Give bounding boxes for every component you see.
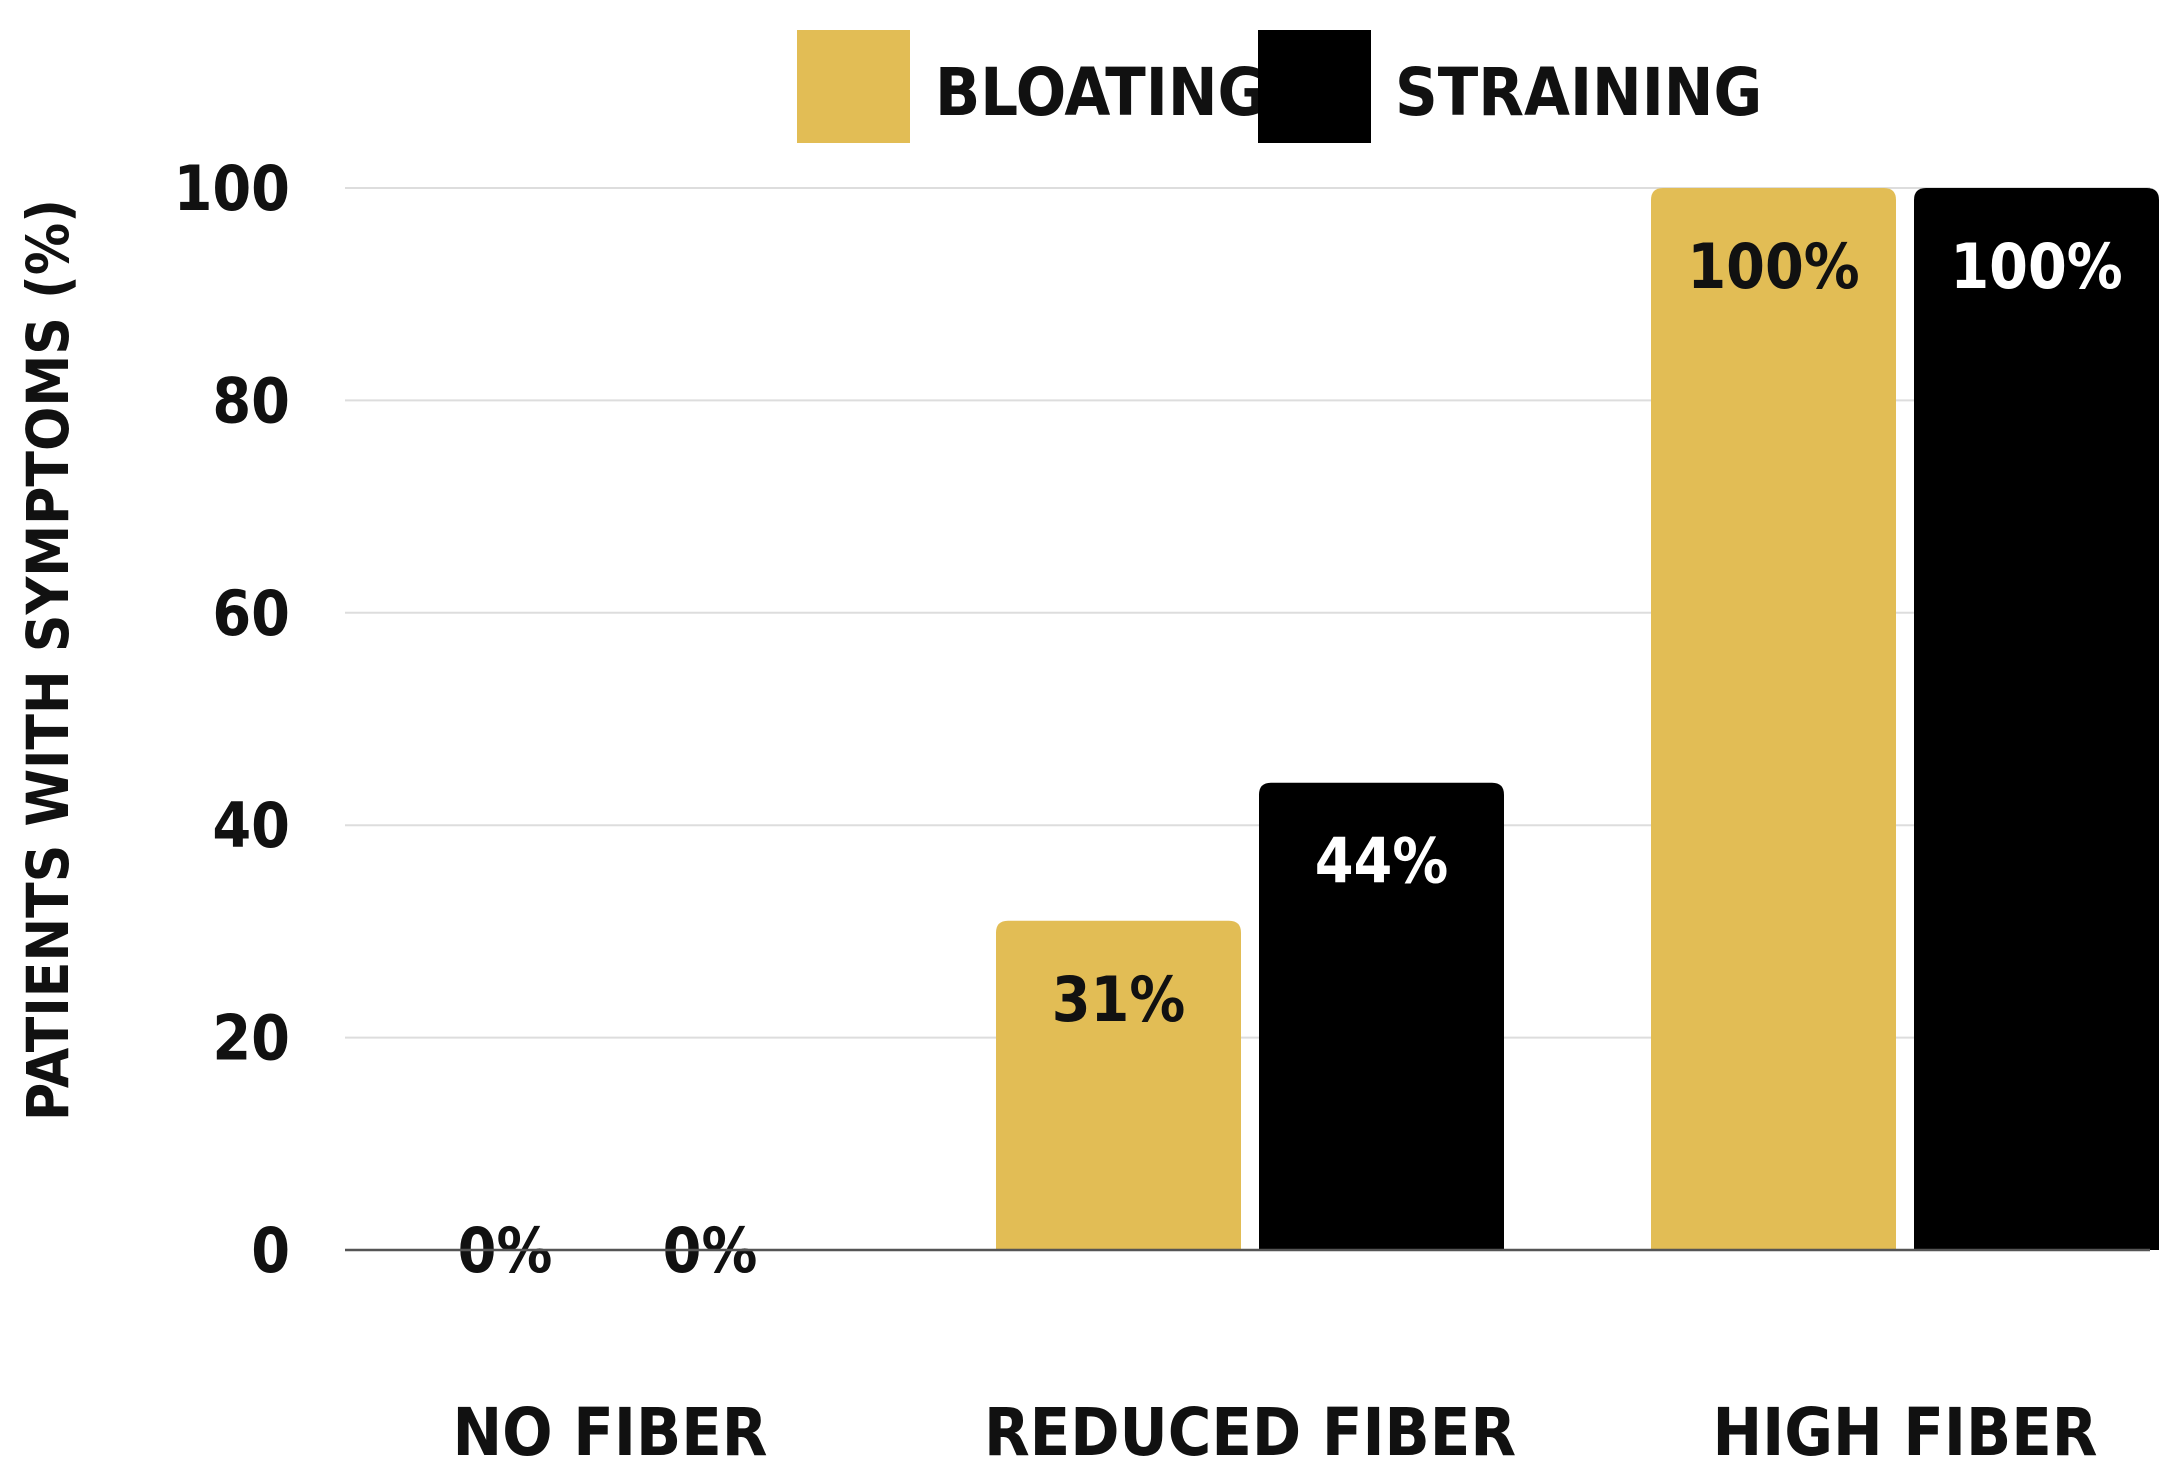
value-label: 100% (1687, 230, 1859, 303)
y-axis-title: PATIENTS WITH SYMPTOMS (%) (14, 199, 82, 1121)
bar-bloating (1651, 188, 1896, 1250)
legend: BLOATING STRAINING (797, 30, 1762, 143)
legend-swatch-straining (1258, 30, 1371, 143)
bars (996, 188, 2159, 1250)
value-label: 44% (1315, 825, 1449, 898)
bar-straining (1914, 188, 2159, 1250)
legend-label: BLOATING (935, 54, 1266, 131)
bar-straining (1259, 782, 1504, 1250)
x-category-label: HIGH FIBER (1712, 1394, 2097, 1471)
y-tick-label: 100 (174, 152, 290, 225)
value-label: 31% (1052, 963, 1186, 1036)
y-tick-label: 20 (212, 1002, 290, 1075)
y-tick-label: 40 (212, 789, 290, 862)
y-tick-label: 0 (251, 1214, 290, 1287)
value-label: 100% (1950, 230, 2122, 303)
legend-label: STRAINING (1395, 54, 1762, 131)
x-category-label: NO FIBER (452, 1394, 767, 1471)
x-category-label: REDUCED FIBER (984, 1394, 1516, 1471)
y-tick-label: 80 (212, 364, 290, 437)
y-tick-label: 60 (212, 577, 290, 650)
bar-bloating (996, 920, 1241, 1250)
legend-swatch-bloating (797, 30, 910, 143)
axes: 0 20 40 60 80 100 NO FIBER REDUCED FIBER HIGH FI… (174, 152, 2150, 1471)
